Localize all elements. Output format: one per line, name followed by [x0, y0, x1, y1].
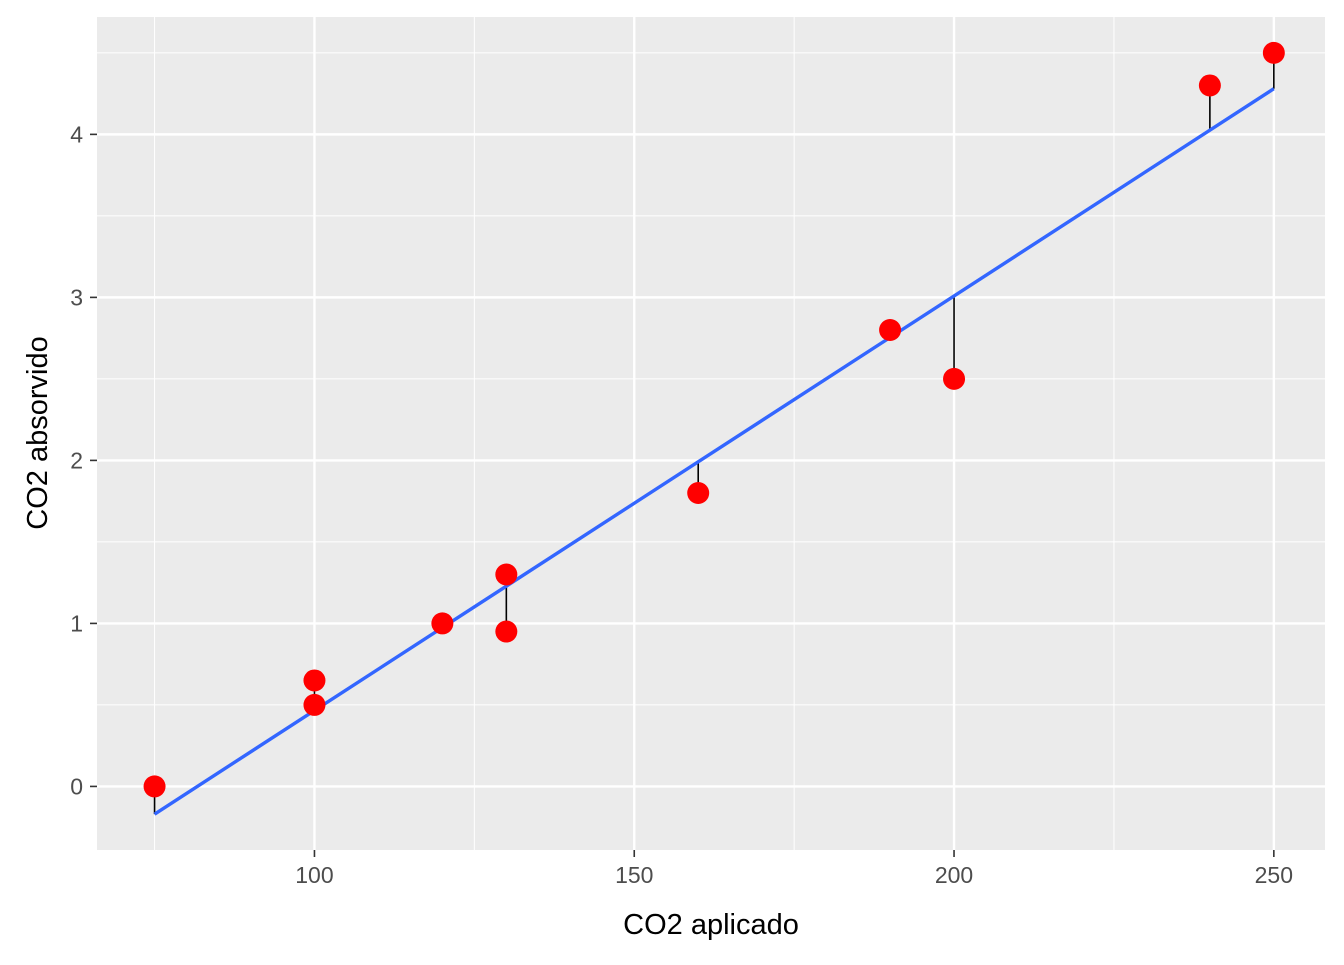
- x-tick-label: 150: [615, 862, 653, 888]
- x-tick-label: 200: [935, 862, 973, 888]
- data-point: [879, 318, 902, 341]
- data-point: [1262, 41, 1285, 64]
- data-point: [495, 563, 518, 586]
- data-point: [143, 775, 166, 798]
- regression-line: [153, 87, 1275, 816]
- data-points: [143, 41, 1285, 798]
- data-point: [1198, 74, 1221, 97]
- major-gridlines: [97, 17, 1325, 850]
- y-tick-label: 3: [70, 284, 83, 310]
- data-point: [943, 367, 966, 390]
- y-tick-label: 0: [70, 773, 83, 799]
- data-point: [687, 482, 710, 504]
- y-tick-label: 1: [70, 610, 83, 636]
- plot-panel: [97, 17, 1325, 850]
- y-tick-label: 4: [70, 121, 83, 147]
- data-point: [495, 620, 518, 643]
- data-point: [431, 612, 454, 635]
- data-point: [303, 669, 326, 692]
- y-axis: 0 1 2 3 4: [70, 121, 97, 799]
- regression-line-group: [153, 87, 1275, 816]
- x-axis: 100 150 200 250: [295, 850, 1293, 888]
- data-point: [303, 693, 326, 716]
- y-tick-label: 2: [70, 447, 83, 473]
- x-tick-label: 250: [1255, 862, 1293, 888]
- x-tick-label: 100: [295, 862, 333, 888]
- minor-gridlines: [97, 17, 1325, 850]
- y-axis-title: CO2 absorvido: [22, 336, 54, 529]
- x-axis-title: CO2 aplicado: [623, 909, 799, 941]
